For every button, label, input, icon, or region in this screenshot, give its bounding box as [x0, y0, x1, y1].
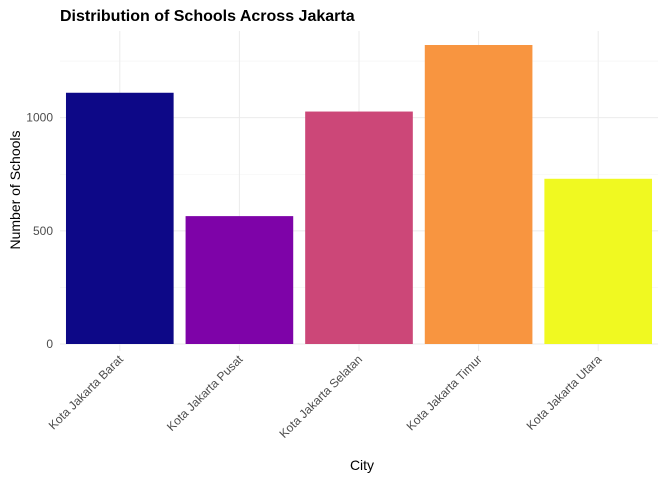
y-axis-ticks: 0 500 1000 — [26, 111, 53, 351]
x-tick-label: Kota Jakarta Pusat — [164, 352, 246, 434]
x-axis-ticks: Kota Jakarta Barat Kota Jakarta Pusat Kota… — [46, 352, 605, 441]
x-axis-label: City — [350, 457, 374, 473]
y-tick-label: 1000 — [26, 111, 53, 125]
bar-kota-jakarta-utara — [544, 178, 653, 344]
bar-kota-jakarta-timur — [424, 45, 533, 344]
y-tick-label: 500 — [33, 224, 53, 238]
bar-kota-jakarta-selatan — [305, 111, 413, 344]
x-tick-label: Kota Jakarta Selatan — [276, 352, 365, 441]
x-tick-label: Kota Jakarta Barat — [46, 352, 127, 433]
bar-kota-jakarta-pusat — [185, 216, 294, 344]
x-tick-label: Kota Jakarta Utara — [524, 352, 605, 433]
y-tick-label: 0 — [46, 337, 53, 351]
bar-kota-jakarta-barat — [65, 92, 174, 344]
bars — [65, 45, 653, 344]
chart-title: Distribution of Schools Across Jakarta — [60, 8, 355, 25]
x-tick-label: Kota Jakarta Timur — [404, 352, 485, 433]
y-axis-label: Number of Schools — [7, 130, 23, 249]
